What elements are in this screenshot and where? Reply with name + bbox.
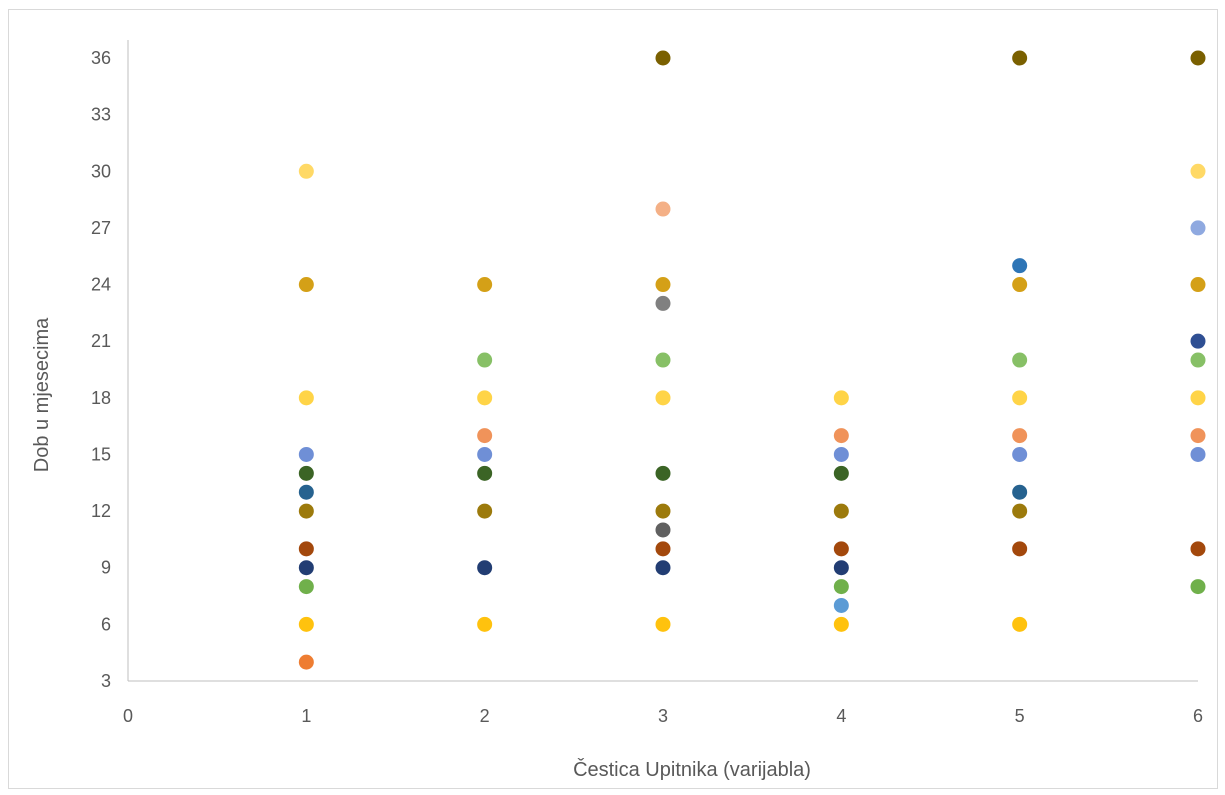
data-point (477, 428, 492, 443)
data-point (1191, 220, 1206, 235)
y-tick-label: 30 (91, 161, 111, 181)
data-point (477, 277, 492, 292)
data-point (1012, 390, 1027, 405)
x-tick-label: 2 (480, 706, 490, 726)
data-point (477, 390, 492, 405)
data-point (1012, 504, 1027, 519)
data-point (1191, 390, 1206, 405)
x-tick-label: 0 (123, 706, 133, 726)
data-point (477, 617, 492, 632)
data-point (1191, 164, 1206, 179)
data-point (1191, 447, 1206, 462)
data-point (834, 579, 849, 594)
data-point (299, 485, 314, 500)
x-tick-label: 1 (301, 706, 311, 726)
data-point (1012, 617, 1027, 632)
y-tick-label: 9 (101, 558, 111, 578)
data-point (834, 560, 849, 575)
data-point (656, 466, 671, 481)
data-point (1012, 258, 1027, 273)
data-point (1012, 353, 1027, 368)
data-point (834, 447, 849, 462)
data-point (834, 504, 849, 519)
data-point (299, 655, 314, 670)
y-tick-label: 33 (91, 105, 111, 125)
y-tick-label: 24 (91, 275, 111, 295)
y-tick-label: 21 (91, 331, 111, 351)
data-point (1012, 428, 1027, 443)
data-point (1012, 447, 1027, 462)
x-tick-labels: 0 1 2 3 4 5 6 (123, 706, 1203, 726)
data-point (299, 466, 314, 481)
data-point (656, 541, 671, 556)
data-point (834, 541, 849, 556)
data-point (1191, 541, 1206, 556)
data-point (656, 353, 671, 368)
data-point (656, 277, 671, 292)
data-point (1012, 277, 1027, 292)
y-tick-label: 15 (91, 444, 111, 464)
data-point (299, 390, 314, 405)
data-point (656, 51, 671, 66)
data-point (656, 617, 671, 632)
data-point (656, 390, 671, 405)
data-point (834, 390, 849, 405)
data-point (299, 504, 314, 519)
data-point (1012, 541, 1027, 556)
data-point (834, 598, 849, 613)
y-tick-label: 36 (91, 48, 111, 68)
data-point (656, 522, 671, 537)
data-point (299, 447, 314, 462)
data-point (477, 560, 492, 575)
data-point (477, 466, 492, 481)
data-point (299, 541, 314, 556)
x-tick-label: 4 (836, 706, 846, 726)
data-point (656, 504, 671, 519)
y-tick-label: 27 (91, 218, 111, 238)
data-point (299, 277, 314, 292)
data-point (299, 164, 314, 179)
x-tick-label: 3 (658, 706, 668, 726)
data-point (299, 560, 314, 575)
data-point (1191, 428, 1206, 443)
data-point (656, 560, 671, 575)
data-point (1191, 579, 1206, 594)
data-point (656, 296, 671, 311)
data-point (1191, 51, 1206, 66)
x-tick-label: 5 (1015, 706, 1025, 726)
data-point (477, 353, 492, 368)
y-tick-label: 12 (91, 501, 111, 521)
data-point (834, 466, 849, 481)
data-point (1191, 353, 1206, 368)
y-tick-label: 18 (91, 388, 111, 408)
y-tick-label: 3 (101, 671, 111, 691)
y-tick-label: 6 (101, 614, 111, 634)
data-point (477, 504, 492, 519)
data-point (299, 579, 314, 594)
data-point (1012, 51, 1027, 66)
data-point (834, 428, 849, 443)
data-point (299, 617, 314, 632)
y-axis-title: Dob u mjesecima (31, 317, 53, 472)
data-points (299, 51, 1206, 670)
data-point (656, 202, 671, 217)
data-point (1191, 334, 1206, 349)
data-point (477, 447, 492, 462)
data-point (1012, 485, 1027, 500)
x-tick-label: 6 (1193, 706, 1203, 726)
x-axis-title: Čestica Upitnika (varijabla) (573, 758, 811, 781)
data-point (1191, 277, 1206, 292)
data-point (834, 617, 849, 632)
